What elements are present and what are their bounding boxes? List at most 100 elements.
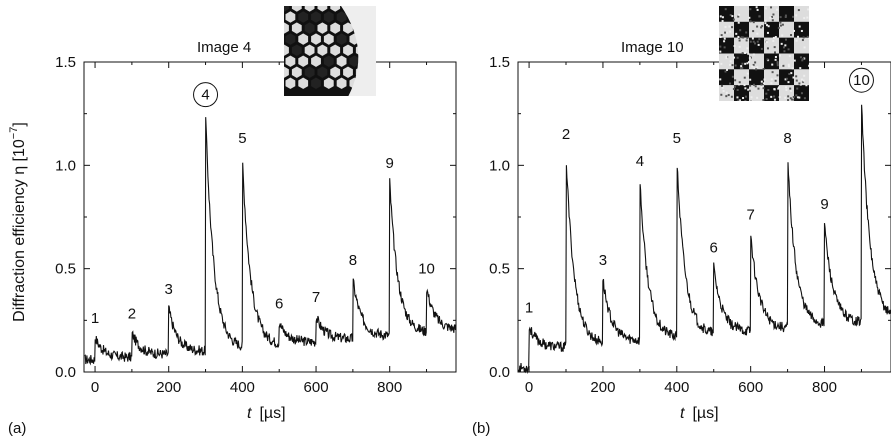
inset-cell (794, 21, 809, 38)
inset-noise (789, 87, 792, 90)
data-trace-a (84, 117, 457, 366)
inset-noise (737, 99, 740, 101)
inset-noise (760, 26, 763, 29)
inset-noise (782, 46, 785, 49)
inset-noise (764, 7, 767, 10)
inset-hex-cell (329, 21, 342, 36)
inset-noise (770, 95, 773, 98)
inset-noise (757, 43, 760, 46)
inset-noise (762, 87, 765, 90)
inset-cell (764, 37, 779, 54)
panel-a: 0 200 400 600 800 0.0 0.5 1.0 1.5 1 2 3 4 5 6 7 8 9 10 t [… (8, 6, 457, 437)
inset-noise (723, 37, 726, 40)
inset-noise (756, 40, 759, 43)
peak-label: 8 (349, 252, 357, 269)
y-tick-label: 0.0 (489, 364, 510, 381)
inset-hex-cell (303, 21, 316, 36)
inset-noise (723, 40, 726, 43)
inset-noise (796, 87, 799, 90)
y-tick-label: 1.5 (55, 54, 76, 71)
inset-noise (773, 88, 776, 91)
inset-noise (769, 16, 772, 19)
inset-noise (797, 35, 800, 38)
x-tick-label: 600 (304, 379, 329, 396)
inset-noise (742, 96, 745, 99)
inset-hex-cell (316, 65, 329, 80)
inset-noise (767, 25, 770, 28)
inset-hex-cell (316, 6, 329, 14)
inset-cell (749, 85, 764, 101)
inset-noise (738, 99, 741, 101)
inset-noise (758, 15, 761, 18)
inset-noise (770, 82, 773, 85)
inset-noise (747, 52, 750, 55)
inset-cell (779, 21, 794, 38)
inset-noise (744, 51, 747, 54)
inset-noise (796, 96, 799, 99)
y-tick-label: 1.5 (489, 54, 510, 71)
inset-cell (734, 85, 749, 101)
inset-noise (765, 92, 768, 95)
inset-noise (791, 98, 794, 101)
inset-noise (752, 40, 755, 43)
inset-cell (779, 37, 794, 54)
inset-noise (808, 64, 809, 67)
inset-noise (729, 82, 732, 85)
y-axis-title-close: ] (11, 122, 28, 126)
inset-noise (789, 97, 792, 100)
inset-hex-cell (329, 6, 342, 14)
inset-noise (750, 96, 753, 99)
inset-noise (790, 72, 793, 75)
inset-noise (766, 31, 769, 34)
inset-noise (798, 96, 801, 99)
inset-noise (758, 38, 761, 41)
inset-noise (785, 38, 788, 41)
y-axis-title-exponent: −7 (8, 127, 20, 140)
inset-noise (719, 45, 722, 48)
inset-noise (793, 59, 796, 62)
inset-noise (721, 20, 724, 23)
inset-noise (801, 59, 804, 62)
inset-cell (734, 37, 749, 54)
inset-noise (725, 56, 728, 59)
inset-noise (745, 31, 748, 34)
inset-noise (765, 41, 768, 44)
x-tick-label: 0 (91, 379, 99, 396)
inset-noise (734, 79, 737, 82)
inset-cell (794, 53, 809, 70)
inset-noise (749, 20, 752, 23)
inset-noise (724, 8, 727, 11)
inset-hex-cell (290, 21, 303, 36)
inset-noise (801, 39, 804, 42)
inset-noise (784, 16, 787, 19)
inset-noise (736, 56, 739, 59)
y-tick-label: 0.0 (55, 364, 76, 381)
inset-hex-cell (329, 65, 342, 80)
inset-hex-cell (322, 54, 335, 69)
inset-hex-cell (284, 65, 291, 80)
inset-noise (784, 96, 787, 99)
inset-noise (764, 22, 767, 25)
inset-noise (756, 96, 759, 99)
inset-noise (726, 68, 729, 71)
inset-noise (800, 78, 803, 81)
inset-hex-cell (322, 32, 335, 47)
inset-noise (807, 8, 809, 11)
inset-cell (749, 37, 764, 54)
inset-image-a (284, 6, 376, 96)
peak-label: 2 (128, 306, 136, 323)
y-tick-label: 1.0 (489, 157, 510, 174)
inset-noise (743, 84, 746, 87)
inset-hex-cell (341, 65, 355, 80)
inset-noise (737, 35, 740, 38)
inset-noise (731, 75, 734, 78)
inset-noise (779, 21, 782, 24)
inset-noise (792, 15, 795, 18)
peak-labels-a: 1 2 3 4 5 6 7 8 9 10 (91, 82, 435, 327)
inset-noise (772, 39, 775, 42)
inset-hex-cell (303, 65, 316, 80)
peak-label: 7 (746, 207, 754, 224)
inset-noise (737, 15, 740, 18)
y-axis-title-text: Diffraction efficiency η [10 (11, 139, 28, 322)
peak-label: 4 (201, 87, 209, 104)
